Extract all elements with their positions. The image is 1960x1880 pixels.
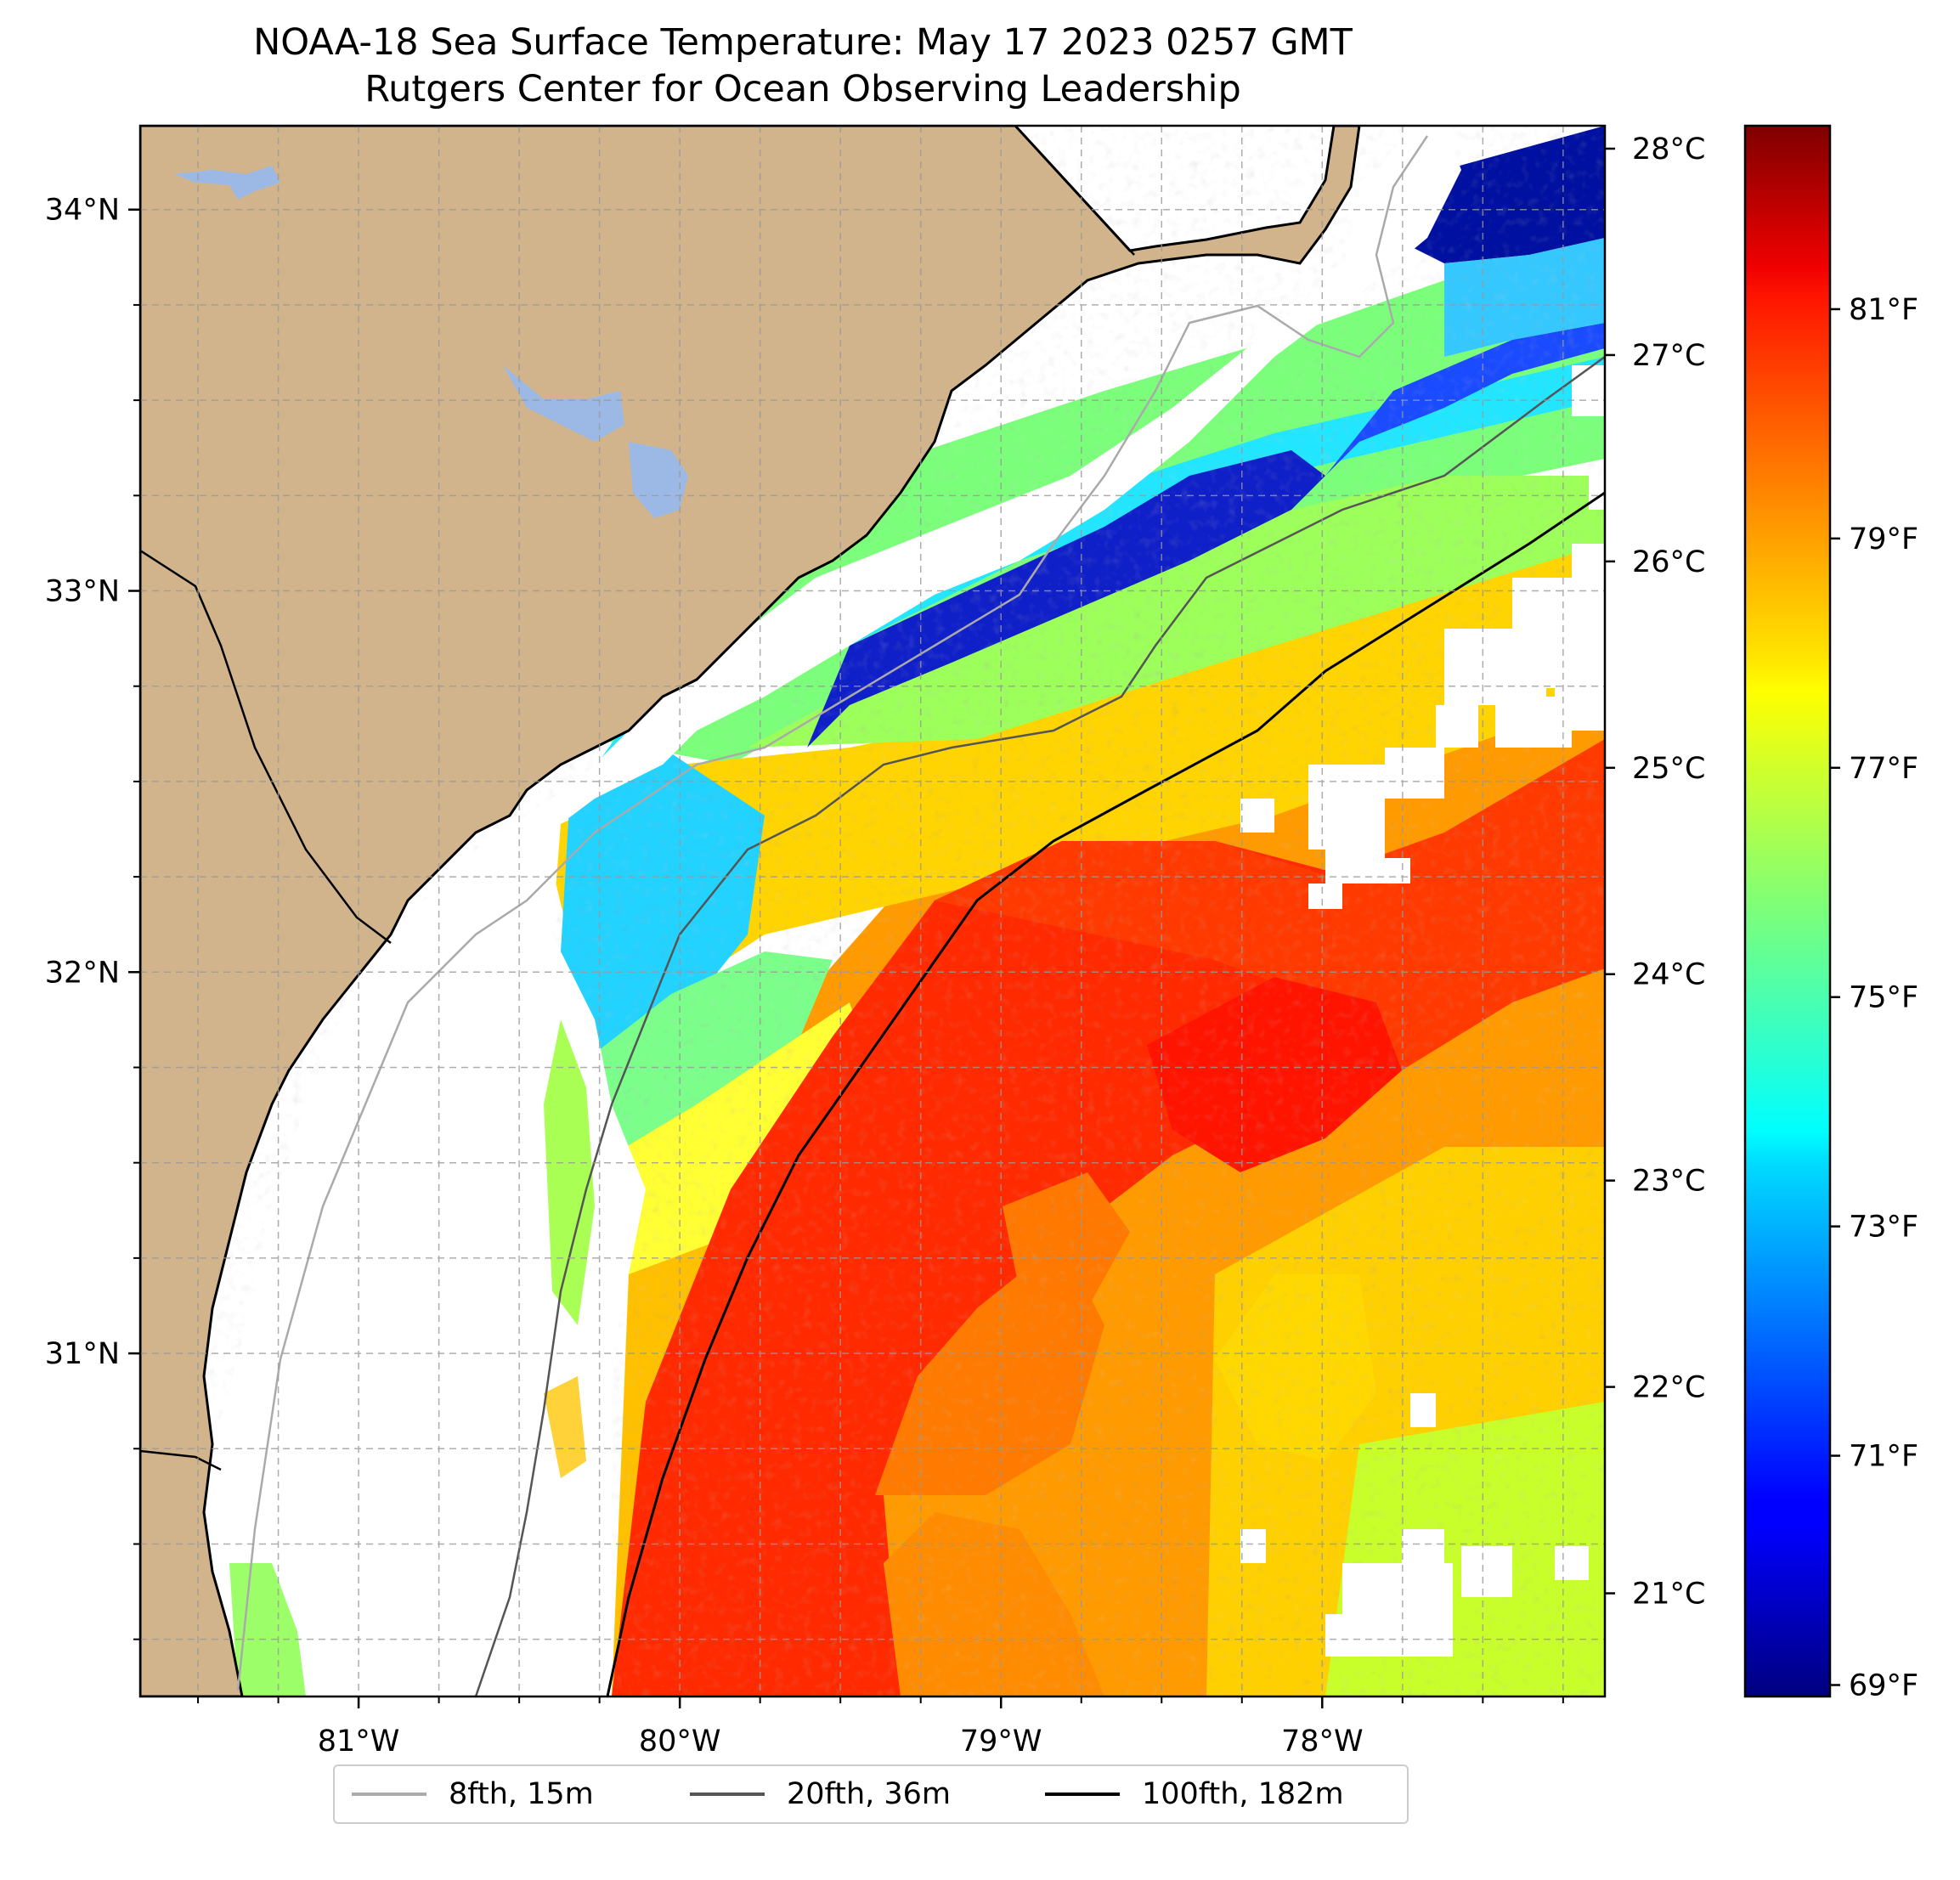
contour-8fth <box>236 135 1429 1691</box>
colorbar-c-label: 27°C <box>1632 339 1705 373</box>
lat-tick-label: 33°N <box>45 575 120 609</box>
lon-tick-label: 79°W <box>960 1725 1042 1759</box>
colorbar-c-label: 22°C <box>1632 1371 1705 1405</box>
lake-icon <box>174 166 280 200</box>
legend-label-8fth: 8fth, 15m <box>449 1777 594 1811</box>
legend-item-8fth: 8fth, 15m <box>352 1766 594 1822</box>
colorbar <box>1743 124 1832 1698</box>
lon-tick-label: 78°W <box>1281 1725 1364 1759</box>
legend-swatch-20fth <box>690 1792 765 1796</box>
gridlines <box>140 126 1605 1697</box>
map-ticks: 81°W 80°W 79°W 78°W 34°N 33°N 32°N 31°N <box>45 194 1564 1759</box>
colorbar-c-label: 25°C <box>1632 752 1705 786</box>
colorbar-c-label: 21°C <box>1632 1578 1705 1612</box>
state-border-sc <box>140 549 392 944</box>
legend-swatch-100fth <box>1045 1792 1120 1796</box>
legend-item-20fth: 20fth, 36m <box>690 1766 951 1822</box>
legend-swatch-8fth <box>352 1792 426 1796</box>
lake-marion <box>503 365 624 442</box>
lat-tick-label: 34°N <box>45 194 120 228</box>
state-border-fl <box>140 1449 222 1471</box>
colorbar-f-label: 69°F <box>1849 1669 1918 1703</box>
map-frame <box>138 124 1607 1698</box>
colorbar-f-label: 75°F <box>1849 981 1918 1015</box>
nearshore-strip <box>544 1019 595 1325</box>
lat-tick-label: 31°N <box>45 1337 120 1371</box>
contour-20fth <box>474 355 1605 1697</box>
colorbar-c-label: 23°C <box>1632 1165 1705 1199</box>
colorbar-f-label: 71°F <box>1849 1440 1918 1474</box>
legend-label-100fth: 100fth, 182m <box>1142 1777 1344 1811</box>
map-title: NOAA-18 Sea Surface Temperature: May 17 … <box>253 21 1353 64</box>
legend-label-20fth: 20fth, 36m <box>787 1777 952 1811</box>
land <box>140 126 1361 1697</box>
map-subtitle: Rutgers Center for Ocean Observing Leade… <box>364 68 1241 110</box>
colorbar-f-label: 79°F <box>1849 522 1918 556</box>
cloud-masks <box>1240 365 1605 1657</box>
colorbar-ticks: 81°F 79°F 77°F 75°F 73°F 71°F 69°F 28°C 27°C 26°C… <box>1605 133 1918 1703</box>
state-border <box>1014 126 1135 256</box>
colorbar-f-label: 77°F <box>1849 752 1918 786</box>
colorbar-c-label: 26°C <box>1632 545 1705 579</box>
lat-tick-label: 32°N <box>45 956 120 990</box>
contour-legend: 8fth, 15m 20fth, 36m 100fth, 182m <box>333 1764 1409 1824</box>
nearshore-nodata <box>140 126 1461 1697</box>
nearshore-patch <box>544 1376 586 1478</box>
lon-tick-label: 80°W <box>639 1725 721 1759</box>
legend-item-100fth: 100fth, 182m <box>1045 1766 1344 1822</box>
contour-100fth <box>606 491 1605 1697</box>
colorbar-c-label: 24°C <box>1632 958 1705 992</box>
colorbar-f-label: 73°F <box>1849 1211 1918 1245</box>
map-area <box>140 126 1605 1697</box>
lon-tick-label: 81°W <box>318 1725 400 1759</box>
colorbar-f-label: 81°F <box>1849 293 1918 327</box>
colorbar-c-label: 28°C <box>1632 133 1705 167</box>
lake-moultrie <box>629 442 688 518</box>
